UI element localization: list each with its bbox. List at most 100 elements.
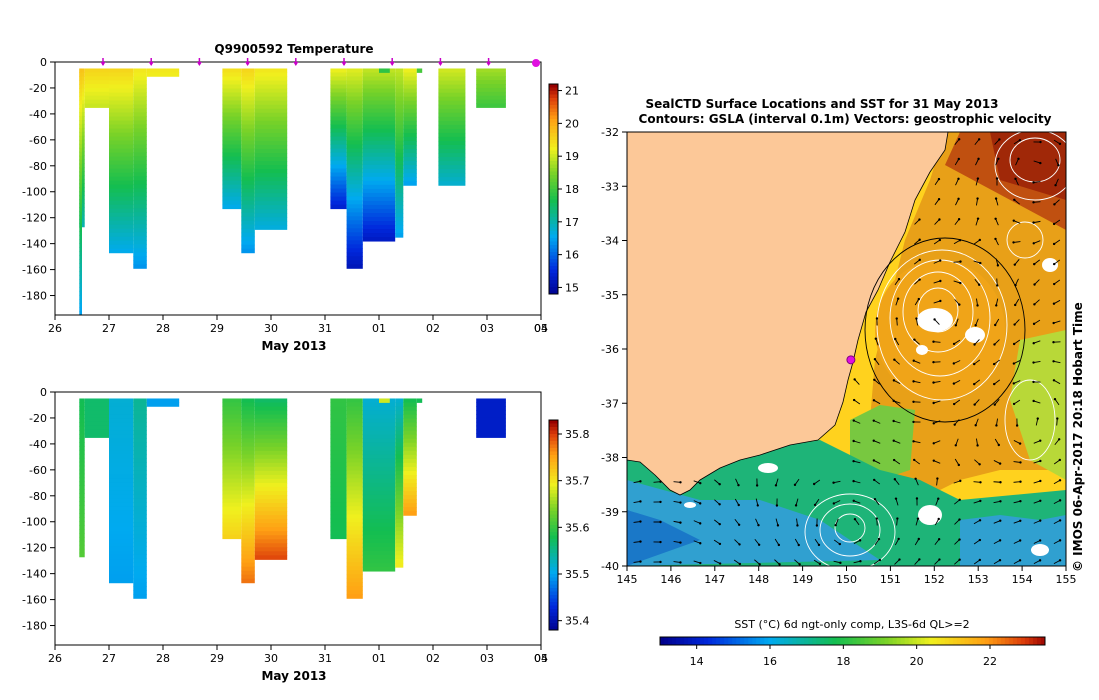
profile-cell [222, 486, 242, 492]
profile-cell [79, 445, 85, 451]
profile-cell [222, 450, 242, 456]
profile-cell [346, 200, 363, 205]
profile-cell [362, 567, 396, 572]
velocity-vector-head [639, 520, 642, 523]
profile-cell [133, 442, 147, 447]
velocity-vector-head [834, 524, 837, 527]
profile-cell [254, 547, 288, 552]
profile-cell [395, 116, 404, 122]
profile-cell [403, 491, 417, 496]
profile-cell [79, 227, 82, 233]
profile-cell [109, 228, 134, 234]
sst-colorbar-tick-label: 20 [910, 655, 924, 668]
dive-marker-arrow [486, 62, 492, 66]
profile-cell [222, 434, 242, 440]
profile-cell [330, 510, 347, 516]
profile-cell [346, 398, 363, 403]
velocity-vector-head [873, 378, 876, 381]
profile-cell [362, 164, 396, 170]
colorbar-cell [549, 420, 558, 424]
profile-cell [362, 563, 396, 568]
profile-cell [330, 414, 347, 420]
profile-cell [362, 148, 396, 154]
profile-cell [109, 454, 134, 460]
profile-cell [133, 406, 147, 411]
profile-cell [222, 430, 242, 436]
sst-colorbar-tick-label: 22 [983, 655, 997, 668]
profile-cell [109, 128, 134, 134]
profile-cell [438, 80, 466, 86]
profile-cell [109, 462, 134, 468]
profile-cell [79, 434, 85, 439]
x-tick-label: 01 [372, 322, 386, 335]
velocity-vector-head [937, 197, 941, 201]
sst-colorbar-cell [992, 637, 998, 645]
profile-cell [403, 96, 417, 102]
profile-cell [330, 434, 347, 440]
velocity-vector-head [639, 480, 642, 483]
lon-tick-label: 148 [748, 573, 769, 586]
profile-cell [476, 410, 506, 415]
profile-cell [133, 240, 147, 245]
profile-cell [254, 482, 288, 488]
profile-cell [395, 217, 404, 222]
profile-cell [362, 212, 396, 218]
profile-cell [395, 498, 404, 504]
profile-cell [79, 544, 85, 550]
profile-cell [330, 196, 347, 202]
profile-cell [254, 96, 288, 102]
velocity-vector-head [679, 521, 682, 524]
profile-cell [330, 418, 347, 424]
profile-cell [346, 522, 363, 527]
sst-colorbar-cell [940, 637, 946, 645]
colorbar-tick-label: 19 [565, 150, 579, 163]
profile-cell [241, 486, 255, 492]
profile-cell [346, 422, 363, 427]
velocity-vector-head [1032, 242, 1035, 245]
profile-cell [330, 518, 347, 524]
sst-colorbar-cell [756, 637, 761, 645]
profile-cell [109, 224, 134, 230]
colorbar-cell [549, 497, 558, 501]
profile-cell [379, 68, 390, 73]
profile-cell [133, 100, 147, 105]
profile-cell [79, 497, 85, 502]
profile-cell [133, 542, 147, 547]
velocity-vector-head [999, 500, 1002, 503]
profile-cell [346, 550, 363, 555]
profile-cell [133, 534, 147, 539]
profile-cell [438, 120, 466, 126]
velocity-vector-head [918, 218, 921, 221]
profile-cell [330, 430, 347, 436]
profile-cell [379, 398, 390, 403]
profile-cell [133, 124, 147, 129]
profile-cell [346, 466, 363, 471]
profile-cell [362, 184, 396, 190]
velocity-vector-head [1052, 242, 1056, 246]
profile-cell [254, 136, 288, 142]
velocity-vector-head [1013, 198, 1016, 202]
profile-cell [79, 108, 82, 113]
profile-cell [346, 136, 363, 141]
profile-cell [109, 530, 134, 536]
profile-cell [79, 136, 82, 141]
velocity-vector-head [979, 499, 982, 503]
velocity-vector-head [1032, 380, 1035, 384]
profile-cell [79, 92, 82, 97]
profile-cell [330, 490, 347, 496]
colorbar-tick-label: 21 [565, 85, 579, 98]
profile-cell [438, 144, 466, 150]
velocity-vector-head [1058, 539, 1062, 542]
profile-cell [254, 148, 288, 154]
velocity-vector-head [937, 538, 941, 541]
sst-colorbar-cell [920, 637, 926, 645]
profile-cell [109, 570, 134, 576]
velocity-vector-head [872, 439, 875, 442]
map-latitude-axis: -32-33-34-35-36-37-38-39-40 [601, 126, 627, 573]
colorbar-cell [549, 133, 558, 137]
profile-cell [346, 148, 363, 153]
velocity-vector-head [659, 520, 662, 524]
velocity-vector-head [1019, 480, 1022, 483]
velocity-vector-head [794, 504, 798, 507]
velocity-vector-head [659, 480, 662, 483]
